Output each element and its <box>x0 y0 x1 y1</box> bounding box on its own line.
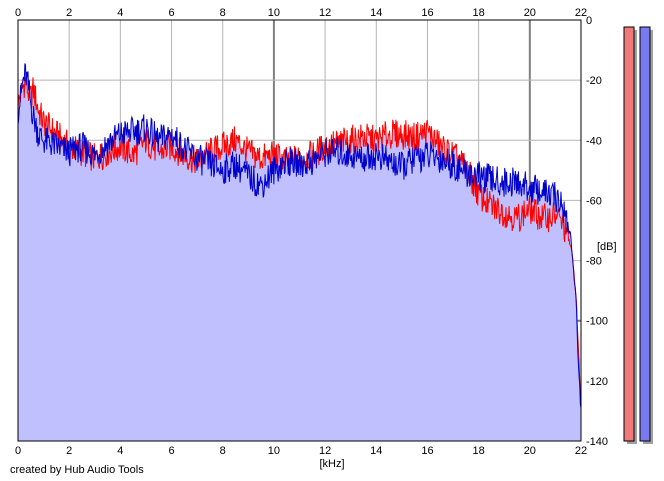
x-tick-label-top: 8 <box>220 7 226 19</box>
y-tick-label: -80 <box>586 256 602 268</box>
y-tick-label: -100 <box>586 316 608 328</box>
y-tick-label: -40 <box>586 135 602 147</box>
x-tick-labels-top: 0 2 4 6 8 10 12 14 16 18 20 22 <box>15 7 587 19</box>
x-tick-label-top: 0 <box>15 7 21 19</box>
level-meters <box>623 26 653 444</box>
y-tick-label: -60 <box>586 195 602 207</box>
credit-text: created by Hub Audio Tools <box>10 464 144 476</box>
x-tick-label-bottom: 16 <box>421 445 433 457</box>
x-tick-label-top: 4 <box>117 7 123 19</box>
y-axis-label: [dB] <box>597 241 617 253</box>
x-tick-label-bottom: 20 <box>524 445 536 457</box>
x-tick-label-top: 2 <box>66 7 72 19</box>
level-meter-left <box>623 26 635 442</box>
plot-frame <box>17 19 582 442</box>
x-tick-label-top: 22 <box>575 7 587 19</box>
x-tick-label-bottom: 12 <box>319 445 331 457</box>
x-tick-label-top: 18 <box>473 7 485 19</box>
x-tick-label-bottom: 8 <box>220 445 226 457</box>
series-lines <box>17 63 582 409</box>
x-tick-label-bottom: 18 <box>473 445 485 457</box>
x-tick-label-bottom: 22 <box>575 445 587 457</box>
x-tick-label-top: 14 <box>370 7 382 19</box>
y-tick-label: -140 <box>586 436 608 448</box>
x-tick-label-bottom: 2 <box>66 445 72 457</box>
level-meter-right <box>639 26 651 442</box>
y-tick-label: -120 <box>586 376 608 388</box>
x-tick-label-top: 6 <box>168 7 174 19</box>
x-tick-label-bottom: 14 <box>370 445 382 457</box>
x-tick-label-top: 16 <box>421 7 433 19</box>
x-tick-label-top: 20 <box>524 7 536 19</box>
x-tick-label-top: 10 <box>268 7 280 19</box>
series-line-blue <box>17 63 582 409</box>
y-tick-labels: 0 -20 -40 -60 -80 -100 -120 -140 <box>586 15 608 448</box>
y-tick-label: -20 <box>586 75 602 87</box>
x-tick-label-bottom: 10 <box>268 445 280 457</box>
x-tick-label-bottom: 4 <box>117 445 123 457</box>
x-axis-label: [kHz] <box>319 458 344 470</box>
x-tick-label-bottom: 0 <box>15 445 21 457</box>
x-tick-labels-bottom: 0 2 4 6 8 10 12 14 16 18 20 22 <box>15 445 587 457</box>
x-tick-label-bottom: 6 <box>168 445 174 457</box>
y-tick-label: 0 <box>586 15 592 27</box>
x-tick-label-top: 12 <box>319 7 331 19</box>
